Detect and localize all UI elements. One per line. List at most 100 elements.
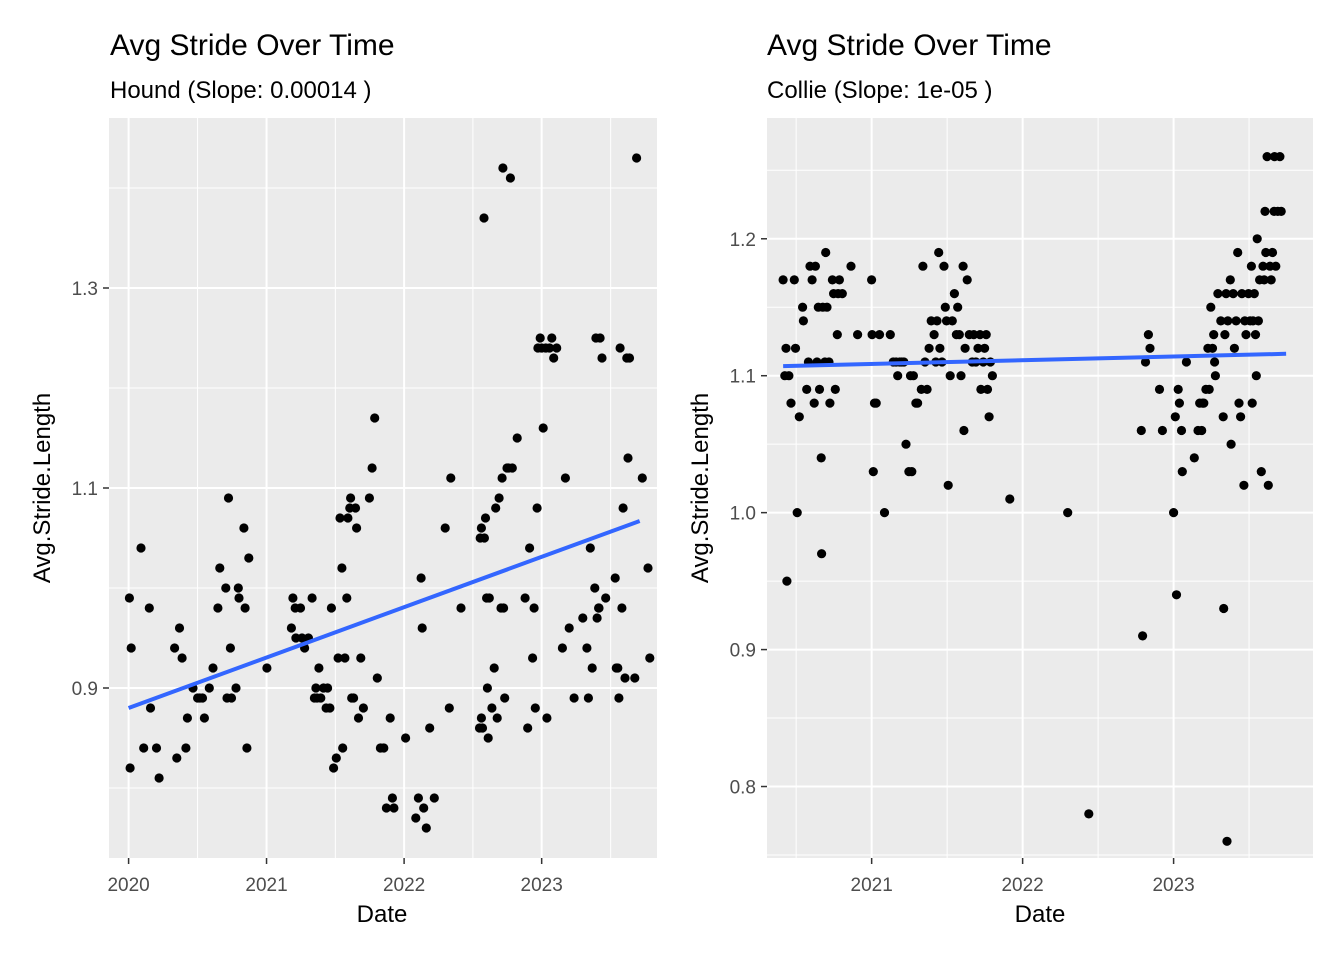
data-point	[956, 371, 966, 381]
data-point	[528, 653, 538, 663]
data-point	[987, 371, 998, 381]
data-point	[1005, 494, 1015, 504]
data-point	[837, 289, 847, 299]
data-point	[834, 275, 845, 285]
data-point	[529, 603, 539, 613]
chart-subtitle: Hound (Slope: 0.00014 )	[110, 77, 372, 104]
data-point	[832, 330, 842, 340]
data-point	[592, 613, 602, 623]
data-point	[885, 330, 895, 340]
data-point	[867, 330, 877, 340]
data-point	[908, 371, 919, 381]
data-point	[949, 289, 960, 299]
x-axis-title: Date	[357, 901, 408, 928]
data-point	[569, 693, 579, 703]
data-point	[1219, 603, 1229, 614]
data-point	[1170, 412, 1180, 422]
data-point	[1251, 371, 1261, 381]
data-point	[429, 793, 439, 803]
data-point	[329, 763, 339, 773]
data-point	[297, 633, 307, 643]
data-point	[154, 773, 164, 783]
data-point	[1218, 412, 1228, 422]
data-point	[331, 753, 341, 763]
data-point	[913, 398, 923, 408]
data-point	[489, 663, 499, 673]
data-point	[337, 563, 347, 573]
data-point	[798, 316, 809, 326]
data-point	[821, 247, 831, 258]
data-point	[523, 723, 533, 733]
data-point	[231, 683, 241, 693]
data-point	[1177, 467, 1187, 477]
data-point	[1271, 261, 1281, 271]
x-tick-label: 2023	[1152, 875, 1194, 896]
data-point	[492, 713, 502, 723]
data-point	[367, 463, 377, 473]
data-point	[1229, 343, 1239, 353]
data-point	[350, 503, 361, 513]
data-point	[174, 623, 185, 633]
data-point	[401, 733, 411, 743]
data-point	[810, 261, 821, 271]
data-point	[1181, 357, 1191, 367]
data-point	[547, 333, 557, 343]
x-tick-label: 2022	[383, 875, 425, 896]
data-point	[980, 343, 990, 353]
y-tick-label: 0.9	[72, 679, 98, 700]
data-point	[907, 467, 917, 477]
data-point	[1249, 289, 1259, 299]
data-point	[1197, 425, 1207, 436]
data-point	[170, 643, 180, 653]
data-point	[484, 593, 494, 603]
data-point	[853, 330, 863, 340]
data-point	[932, 316, 942, 326]
data-point	[867, 275, 877, 285]
data-point	[499, 603, 509, 613]
data-point	[226, 693, 237, 703]
x-tick-label: 2021	[851, 875, 893, 896]
data-point	[1204, 384, 1214, 394]
chart-subtitle: Collie (Slope: 1e-05 )	[767, 77, 992, 104]
data-point	[530, 703, 540, 713]
data-point	[476, 713, 486, 723]
data-point	[901, 439, 911, 449]
data-point	[830, 384, 840, 394]
data-point	[364, 493, 374, 503]
data-point	[446, 473, 456, 483]
panel-hound: Avg Stride Over Time Hound (Slope: 0.000…	[29, 29, 657, 928]
data-point	[307, 593, 317, 603]
data-point	[960, 343, 970, 353]
data-point	[225, 643, 235, 653]
data-point	[535, 333, 545, 343]
data-point	[874, 330, 885, 340]
data-point	[1199, 398, 1209, 408]
data-point	[1236, 412, 1246, 422]
data-point	[338, 743, 348, 753]
data-point	[335, 513, 345, 523]
data-point	[295, 603, 306, 613]
data-point	[234, 593, 244, 603]
data-point	[342, 593, 352, 603]
data-point	[204, 683, 214, 693]
data-point	[825, 398, 835, 408]
data-point	[962, 275, 972, 285]
data-point	[1250, 330, 1261, 340]
data-point	[1225, 275, 1235, 285]
data-point	[981, 330, 991, 340]
data-point	[645, 653, 655, 663]
data-point	[643, 563, 653, 573]
data-point	[846, 261, 856, 271]
data-point	[790, 343, 801, 353]
data-point	[1231, 316, 1241, 326]
data-point	[945, 371, 955, 381]
data-point	[500, 693, 510, 703]
data-point	[1262, 152, 1272, 162]
data-point	[487, 703, 497, 713]
data-point	[411, 813, 421, 823]
data-point	[1246, 261, 1256, 271]
data-point	[1221, 289, 1231, 299]
data-point	[630, 673, 640, 683]
